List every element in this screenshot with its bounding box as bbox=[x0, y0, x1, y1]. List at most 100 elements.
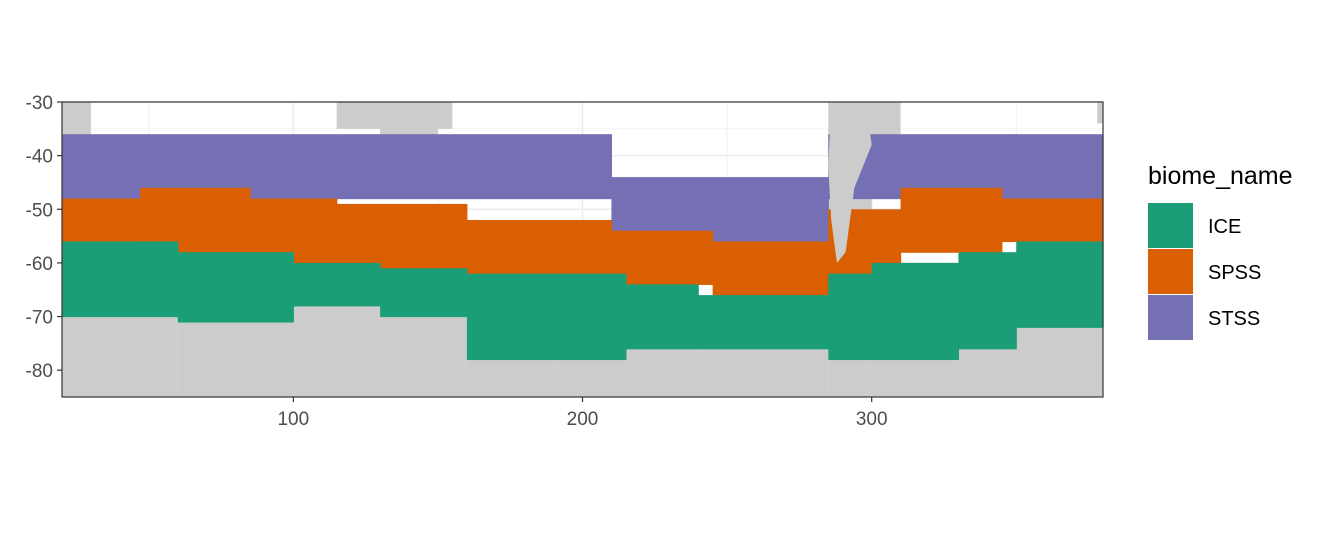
biome-cell-ice bbox=[871, 268, 960, 275]
biome-cell-ice bbox=[177, 289, 294, 296]
biome-cell-ice bbox=[380, 289, 468, 296]
biome-cell-spss bbox=[62, 225, 141, 232]
biome-cell-spss bbox=[140, 198, 251, 205]
biome-cell-ice bbox=[958, 289, 1017, 296]
biome-cell-spss bbox=[336, 257, 468, 264]
biome-cell-spss bbox=[140, 220, 251, 226]
y-tick-label: -70 bbox=[26, 308, 53, 329]
biome-cell-ice bbox=[1016, 284, 1104, 291]
biome-cell-ice bbox=[625, 332, 699, 339]
biome-cell-ice bbox=[553, 305, 627, 312]
biome-cell-spss bbox=[140, 241, 251, 248]
biome-cell-ice bbox=[871, 338, 960, 344]
biome-cell-ice bbox=[177, 257, 294, 264]
biome-cell-spss bbox=[336, 225, 468, 232]
biome-cell-spss bbox=[611, 273, 714, 280]
biome-cell-ice bbox=[1016, 252, 1104, 259]
biome-cell-ice bbox=[177, 305, 294, 312]
biome-cell-stss bbox=[611, 198, 829, 205]
biome-cell-ice bbox=[293, 273, 381, 280]
biome-cell-spss bbox=[611, 257, 714, 264]
biome-cell-spss bbox=[828, 214, 902, 221]
biome-cell-ice bbox=[828, 295, 873, 302]
biome-cell-ice bbox=[871, 332, 960, 339]
biome-cell-ice bbox=[871, 262, 960, 269]
biome-cell-ice bbox=[871, 343, 960, 350]
biome-cell-stss bbox=[828, 166, 1104, 173]
biome-cell-spss bbox=[712, 284, 829, 291]
biome-cell-spss bbox=[336, 262, 468, 269]
antarctic-coast bbox=[828, 102, 872, 263]
biome-cell-spss bbox=[140, 203, 251, 210]
biome-cell-spss bbox=[249, 198, 338, 205]
biome-cell-stss bbox=[62, 187, 613, 194]
biome-cell-stss bbox=[828, 171, 1104, 178]
biome-cell-stss bbox=[611, 236, 829, 243]
biome-cell-ice bbox=[828, 343, 873, 350]
biome-cell-ice bbox=[958, 321, 1017, 328]
biome-cell-spss bbox=[249, 246, 338, 253]
biome-cell-ice bbox=[466, 300, 555, 307]
biome-cell-ice bbox=[828, 279, 873, 285]
biome-cell-ice bbox=[871, 311, 960, 318]
biome-cell-spss bbox=[62, 214, 141, 221]
antarctic-peninsula bbox=[828, 102, 872, 263]
biome-cell-spss bbox=[62, 203, 141, 210]
biome-cell-spss bbox=[140, 209, 251, 216]
biome-cell-ice bbox=[625, 300, 699, 307]
biome-cell-ice bbox=[625, 338, 699, 344]
biome-cell-stss bbox=[62, 193, 613, 200]
biome-cell-ice bbox=[380, 300, 468, 307]
biome-cell-ice bbox=[958, 311, 1017, 318]
biome-cell-spss bbox=[712, 252, 829, 259]
biome-cell-ice bbox=[62, 284, 179, 291]
biome-cell-ice bbox=[828, 354, 873, 361]
biome-cell-ice bbox=[553, 295, 627, 302]
biome-cell-spss bbox=[466, 236, 613, 243]
legend-label-stss: STSS bbox=[1208, 308, 1260, 330]
biome-cell-ice bbox=[828, 284, 873, 291]
biome-cell-ice bbox=[62, 311, 179, 318]
biome-cell-stss bbox=[828, 144, 1104, 151]
biome-cell-stss bbox=[611, 214, 829, 221]
biome-cell-ice bbox=[293, 279, 381, 285]
biome-cell-spss bbox=[900, 214, 1003, 221]
biome-cell-ice bbox=[828, 332, 873, 339]
biome-cell-stss bbox=[62, 161, 613, 167]
biome-cell-ice bbox=[553, 316, 627, 323]
biome-cell-ice bbox=[871, 327, 960, 334]
biome-cell-ice bbox=[871, 279, 960, 285]
biome-cell-ice bbox=[177, 268, 294, 275]
biome-cell-spss bbox=[249, 203, 338, 210]
biome-cell-ice bbox=[293, 289, 381, 296]
biome-cell-ice bbox=[62, 246, 179, 253]
biome-cell-ice bbox=[871, 305, 960, 312]
biome-cell-ice bbox=[553, 348, 627, 355]
biome-cell-ice bbox=[828, 305, 873, 312]
biome-cell-spss bbox=[466, 262, 613, 269]
biome-cell-ice bbox=[466, 354, 555, 361]
biome-cell-stss bbox=[611, 220, 829, 226]
biome-cell-ice bbox=[698, 295, 829, 302]
biome-cell-ice bbox=[958, 268, 1017, 275]
biome-cell-ice bbox=[553, 338, 627, 344]
biome-cell-ice bbox=[625, 295, 699, 302]
biome-cell-ice bbox=[62, 257, 179, 264]
biome-cell-spss bbox=[900, 187, 1003, 194]
biome-cell-ice bbox=[1016, 246, 1104, 253]
biome-cell-spss bbox=[828, 225, 902, 232]
biome-cell-ice bbox=[293, 268, 381, 275]
biome-cell-ice bbox=[871, 295, 960, 302]
biome-cell-ice bbox=[466, 305, 555, 312]
biome-cell-ice bbox=[958, 343, 1017, 350]
land-cell bbox=[553, 359, 626, 397]
biome-cell-ice bbox=[958, 262, 1017, 269]
biome-cell-ice bbox=[1016, 295, 1104, 302]
biome-cell-ice bbox=[177, 295, 294, 302]
y-axis: -30 -40 -50 -60 -70 -80 bbox=[26, 93, 62, 382]
biome-cell-ice bbox=[380, 305, 468, 312]
biome-cell-ice bbox=[553, 284, 627, 291]
biome-cell-ice bbox=[553, 273, 627, 280]
biome-cell-spss bbox=[249, 220, 338, 226]
biome-cell-ice bbox=[698, 300, 829, 307]
